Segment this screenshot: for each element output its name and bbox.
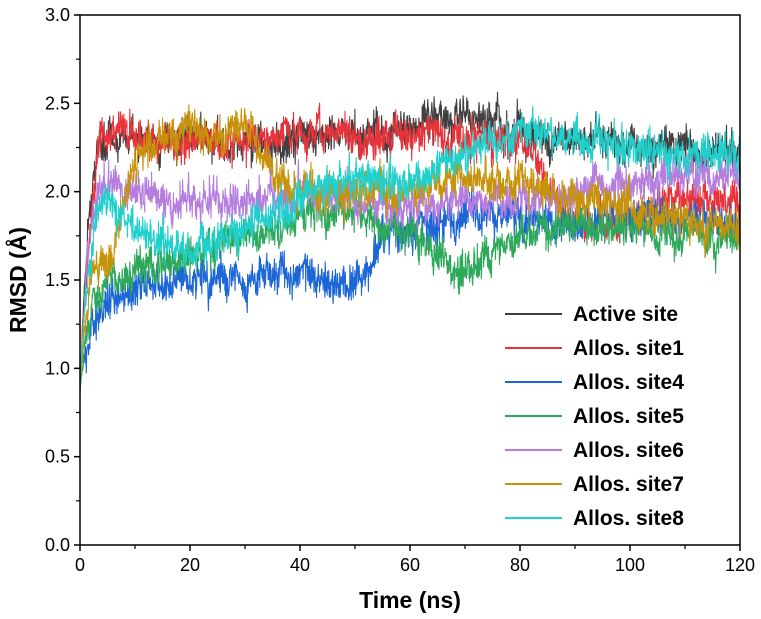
y-tick-label: 0.5 xyxy=(45,447,70,467)
y-tick-label: 1.5 xyxy=(45,270,70,290)
x-tick-label: 0 xyxy=(75,555,85,575)
y-axis-title: RMSD (Å) xyxy=(4,227,31,333)
y-tick-label: 0.0 xyxy=(45,535,70,555)
y-tick-label: 2.0 xyxy=(45,182,70,202)
series-layer xyxy=(79,91,741,395)
x-tick-label: 40 xyxy=(290,555,310,575)
y-tick-label: 3.0 xyxy=(45,5,70,25)
legend-label: Allos. site6 xyxy=(573,439,684,462)
x-tick-label: 60 xyxy=(400,555,420,575)
series-line-7 xyxy=(79,105,741,387)
legend-label: Allos. site1 xyxy=(573,337,684,360)
legend-label: Allos. site5 xyxy=(573,405,684,428)
legend-label: Allos. site8 xyxy=(573,507,684,530)
x-tick-label: 120 xyxy=(725,555,755,575)
y-tick-label: 1.0 xyxy=(45,358,70,378)
x-tick-label: 100 xyxy=(615,555,645,575)
axes-layer: 0 20 40 60 80 100 120 0.0 0.5 1.0 1.5 2.0 2.5 3.0 xyxy=(45,5,755,575)
x-axis-title: Time (ns) xyxy=(359,587,461,613)
legend: Active site Allos. site1 Allos. site4 Allos… xyxy=(505,303,684,530)
x-tick-label: 80 xyxy=(510,555,530,575)
legend-label: Allos. site4 xyxy=(573,371,684,394)
y-tick-label: 2.5 xyxy=(45,93,70,113)
x-tick-label: 20 xyxy=(180,555,200,575)
legend-label: Active site xyxy=(573,303,678,326)
legend-label: Allos. site7 xyxy=(573,473,684,496)
